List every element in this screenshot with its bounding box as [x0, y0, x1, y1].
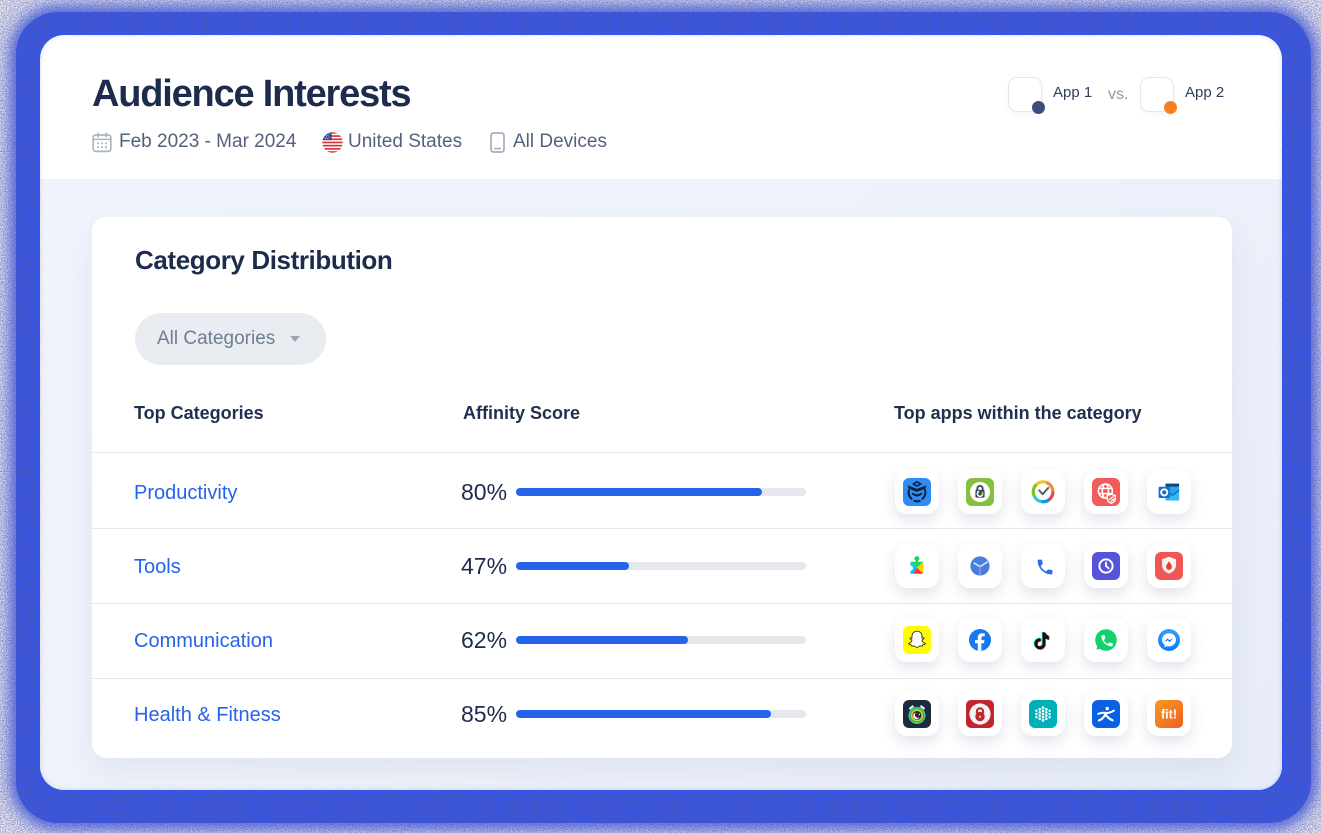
svg-text:fit!: fit! — [1161, 708, 1177, 722]
